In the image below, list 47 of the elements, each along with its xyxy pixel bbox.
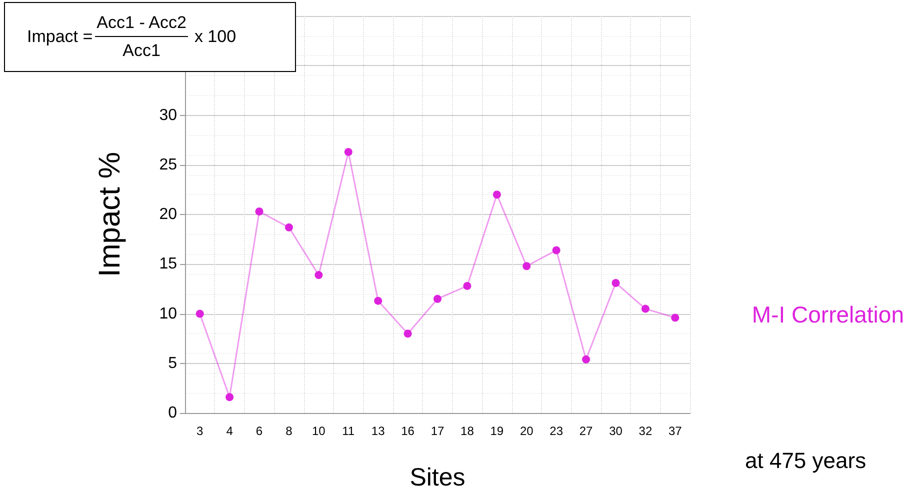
point	[641, 304, 650, 313]
x-tick-label: 18	[460, 424, 474, 438]
y-axis-title: Impact %	[94, 152, 126, 278]
point	[344, 148, 352, 156]
x-tick-label: 17	[430, 424, 444, 438]
x-tick-label: 8	[286, 424, 293, 438]
annotation: x 100	[194, 27, 236, 47]
x-tick-label: 13	[371, 424, 386, 438]
point	[582, 355, 590, 364]
y-tick-label: 25	[159, 156, 178, 174]
point	[522, 262, 531, 270]
y-tick-label: 15	[159, 256, 178, 273]
x-tick-label: 10	[312, 424, 326, 438]
y-tick-label: 10	[159, 305, 178, 322]
point	[492, 190, 501, 199]
point	[255, 208, 264, 216]
point	[612, 278, 620, 287]
y-tick-label: 30	[159, 106, 178, 124]
point	[404, 330, 412, 338]
y-tick-label: 0	[168, 404, 178, 422]
x-tick-label: 11	[342, 424, 355, 438]
y-tick-label: 20	[159, 206, 178, 223]
point	[552, 246, 560, 254]
x-tick-label: 3	[196, 424, 204, 438]
annotation: Acc1 - Acc2	[94, 13, 188, 37]
text: M-I Correlation	[752, 302, 904, 328]
point	[314, 271, 323, 280]
point	[196, 310, 204, 318]
x-tick-label: 37	[668, 424, 682, 438]
point	[434, 294, 442, 303]
x-tick-label: 16	[401, 424, 415, 438]
x-tick-label: 6	[256, 424, 263, 438]
x-tick-label: 30	[609, 424, 623, 438]
x-tick-label: 27	[579, 424, 594, 438]
x-tick-label: 4	[226, 424, 234, 438]
point	[463, 282, 472, 290]
x-axis-title: Sites	[410, 464, 466, 492]
point	[226, 393, 234, 402]
point	[374, 296, 382, 305]
y-tick-label: 5	[168, 354, 178, 372]
x-tick-label: 23	[550, 424, 564, 438]
x-tick-label: 19	[490, 424, 504, 438]
x-tick-label: 32	[638, 424, 652, 438]
point	[671, 314, 680, 322]
x-tick-label: 20	[520, 424, 534, 438]
text: at 475 years	[745, 448, 866, 474]
point	[284, 223, 293, 232]
